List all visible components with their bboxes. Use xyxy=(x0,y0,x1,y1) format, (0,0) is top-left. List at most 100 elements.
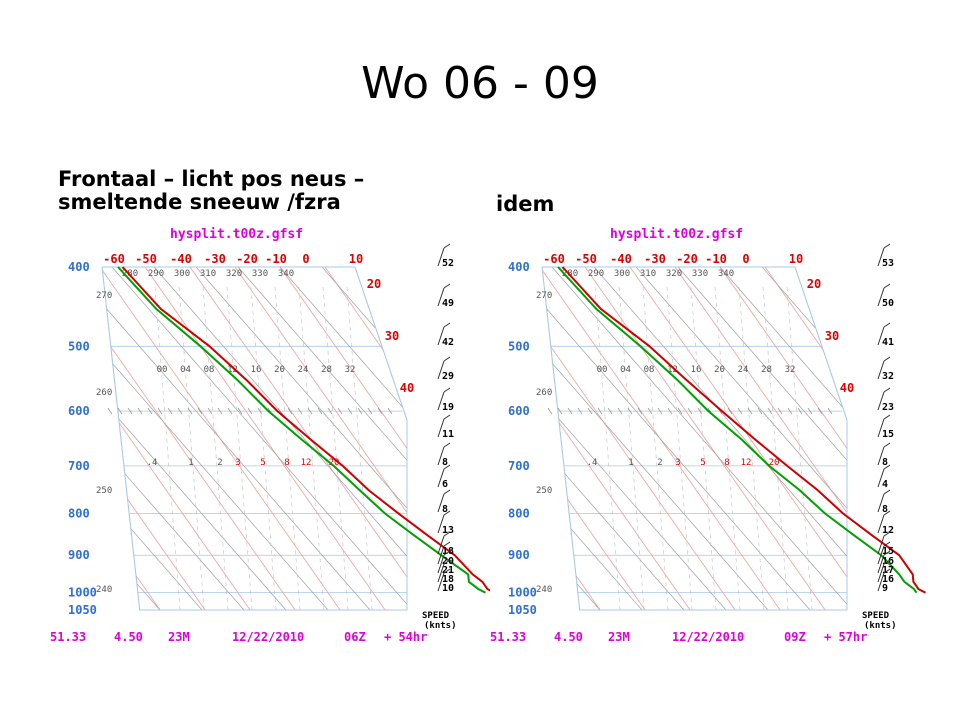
pressure-label: 900 xyxy=(68,548,90,562)
mixing-ratio-line xyxy=(178,286,205,611)
tick-mark xyxy=(237,407,243,415)
tick-mark xyxy=(127,407,133,415)
wind-barb xyxy=(877,326,885,346)
tick-mark xyxy=(647,407,653,415)
temperature-profile xyxy=(121,266,490,592)
mixing-ratio-top-label: 28 xyxy=(761,365,772,375)
tick-mark xyxy=(307,407,313,415)
pressure-label: 600 xyxy=(508,404,530,418)
wind-barb xyxy=(437,391,445,411)
mixing-ratio-bottom-label: 3 xyxy=(235,458,240,468)
mixing-ratio-top-label: 16 xyxy=(691,365,702,375)
wind-barb xyxy=(877,468,885,488)
tick-mark xyxy=(587,407,593,415)
footer-info: 51.33 xyxy=(50,630,86,644)
mixing-ratio-bottom-label: 1 xyxy=(628,458,633,468)
tick-mark xyxy=(187,407,193,415)
theta-label: 290 xyxy=(148,269,164,279)
wind-barb-flag xyxy=(443,283,451,289)
mixing-ratio-top-label: 20 xyxy=(274,365,285,375)
tick-mark xyxy=(597,407,603,415)
tick-mark xyxy=(607,407,613,415)
mixing-ratio-bottom-label: 8 xyxy=(724,458,729,468)
tick-mark xyxy=(827,407,833,415)
theta-side-label: 270 xyxy=(536,291,552,301)
mixing-ratio-bottom-label: .4 xyxy=(147,458,158,468)
wind-barb-flag xyxy=(443,531,451,537)
footer-info: 4.50 xyxy=(554,630,583,644)
mixing-ratio-top-label: 00 xyxy=(597,365,608,375)
dewpoint-profile xyxy=(117,266,486,594)
temperature-tick-label: 20 xyxy=(367,277,381,291)
tick-mark xyxy=(277,407,283,415)
pressure-label: 400 xyxy=(68,260,90,274)
tick-mark xyxy=(367,407,373,415)
mixing-ratio-bottom-label: 12 xyxy=(301,458,312,468)
theta-side-label: 240 xyxy=(536,585,552,595)
wind-speed-label: 41 xyxy=(882,337,894,348)
dry-adiabat-line xyxy=(593,266,895,611)
tick-mark xyxy=(737,407,743,415)
tick-mark xyxy=(617,407,623,415)
wind-barb-flag xyxy=(883,356,891,362)
mixing-ratio-top-label: 08 xyxy=(204,365,215,375)
wind-barb-flag xyxy=(443,568,451,574)
footer-info: 12/22/2010 xyxy=(232,630,304,644)
temperature-tick-label: -50 xyxy=(575,252,597,266)
tick-mark xyxy=(687,407,693,415)
mixing-ratio-top-label: 12 xyxy=(227,365,238,375)
mixing-ratio-top-label: 08 xyxy=(644,365,655,375)
mixing-ratio-top-label: 12 xyxy=(667,365,678,375)
wind-speed-label: 49 xyxy=(442,298,454,309)
mixing-ratio-top-label: 28 xyxy=(321,365,332,375)
tick-mark xyxy=(117,407,123,415)
frame-mask-right xyxy=(355,267,490,610)
temperature-tick-label: 10 xyxy=(349,252,363,266)
mixing-ratio-top-label: 24 xyxy=(298,365,309,375)
frame-mask-left xyxy=(50,220,490,650)
mixing-ratio-bottom-label: .4 xyxy=(587,458,598,468)
theta-label: 310 xyxy=(200,269,216,279)
dry-adiabat-line xyxy=(111,266,413,611)
mixing-ratio-line xyxy=(346,286,373,611)
dry-adiabat-line xyxy=(50,339,287,611)
mixing-ratio-line xyxy=(226,286,253,611)
temperature-tick-label: 30 xyxy=(385,329,399,343)
wind-speed-label: 8 xyxy=(882,457,888,468)
footer-info: 51.33 xyxy=(490,630,526,644)
frame-mask-right xyxy=(795,267,930,610)
footer-info: 09Z xyxy=(784,630,806,644)
tick-mark xyxy=(657,407,663,415)
footer-info: 23M xyxy=(168,630,190,644)
speed-unit-label: SPEED xyxy=(422,611,450,621)
wind-barb xyxy=(437,326,445,346)
wind-speed-label: 32 xyxy=(882,371,894,382)
theta-label: 330 xyxy=(692,269,708,279)
mixing-ratio-line xyxy=(594,286,621,611)
wind-barb xyxy=(437,535,445,555)
wind-barb xyxy=(877,554,885,574)
footer-info: + 54hr xyxy=(384,630,427,644)
wind-speed-label: 15 xyxy=(882,429,894,440)
tick-mark xyxy=(257,407,263,415)
tick-mark xyxy=(177,407,183,415)
plot-frame-outline xyxy=(541,266,848,611)
wind-barb-flag xyxy=(883,489,891,495)
wind-barb xyxy=(877,446,885,466)
wind-barb-flag xyxy=(443,510,451,516)
pressure-label: 1050 xyxy=(68,603,97,617)
wind-barb-flag xyxy=(883,283,891,289)
wind-speed-label: 12 xyxy=(882,525,894,536)
temperature-profile xyxy=(561,266,926,594)
pressure-label: 700 xyxy=(508,459,530,473)
speed-unit-sublabel: (knts) xyxy=(424,621,457,631)
caption-left-line2: smeltende sneeuw /fzra xyxy=(58,190,341,214)
tick-mark xyxy=(157,407,163,415)
wind-barb-flag xyxy=(883,568,891,574)
wind-speed-label: 23 xyxy=(882,402,894,413)
wind-speed-label: 50 xyxy=(882,298,894,309)
tick-mark xyxy=(287,407,293,415)
theta-label: 320 xyxy=(666,269,682,279)
tick-mark xyxy=(197,407,203,415)
mixing-ratio-bottom-label: 5 xyxy=(700,458,705,468)
